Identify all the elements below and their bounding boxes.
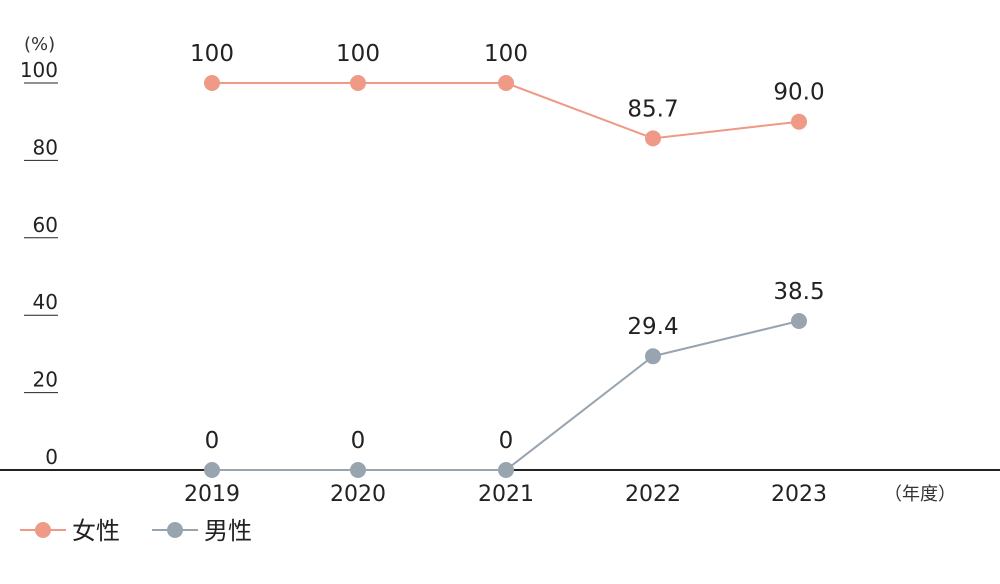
y-axis-unit: (%) [24, 34, 55, 55]
data-point [498, 75, 514, 91]
legend-item-1: 男性 [152, 517, 252, 545]
data-label: 100 [336, 41, 380, 67]
x-axis: 2019 2020 2021 2022 2023 （年度） [184, 482, 956, 507]
data-label: 100 [484, 41, 528, 67]
y-tick-label: 20 [33, 368, 58, 392]
data-label: 38.5 [773, 279, 824, 305]
legend-item-0: 女性 [20, 517, 120, 545]
data-label: 100 [190, 41, 234, 67]
data-label: 90.0 [773, 80, 824, 106]
data-point [791, 113, 807, 130]
legend-marker [167, 522, 183, 538]
y-tick-label: 0 [45, 445, 58, 469]
series-line-0 [212, 82, 800, 140]
y-axis: (%) 0 20 40 60 80 100 [20, 34, 58, 469]
y-tick-label: 100 [20, 58, 58, 82]
data-label: 0 [205, 428, 220, 454]
data-point [645, 130, 661, 147]
data-point [204, 75, 220, 91]
legend-label: 男性 [204, 517, 252, 545]
x-tick-label: 2020 [330, 482, 386, 507]
data-labels: 100 100 100 85.7 90.0 0 0 0 29.4 38.5 [190, 41, 825, 454]
data-label: 0 [499, 428, 514, 454]
x-tick-label: 2022 [625, 482, 681, 507]
x-tick-label: 2021 [478, 482, 534, 507]
data-point [350, 462, 366, 478]
y-tick-label: 60 [33, 213, 58, 237]
legend: 女性 男性 [20, 517, 252, 545]
y-tick-label: 40 [33, 290, 58, 314]
data-point [645, 348, 661, 365]
series-points [204, 75, 807, 478]
data-label: 0 [351, 428, 366, 454]
x-axis-unit: （年度） [884, 484, 956, 505]
x-tick-label: 2019 [184, 482, 240, 507]
data-point [498, 462, 514, 478]
x-tick-label: 2023 [771, 482, 827, 507]
data-point [350, 75, 366, 91]
series-lines [212, 82, 800, 471]
data-label: 85.7 [627, 96, 678, 122]
data-label: 29.4 [627, 314, 678, 340]
data-point [204, 462, 220, 478]
data-point [791, 313, 807, 330]
legend-label: 女性 [72, 517, 120, 545]
legend-marker [35, 522, 51, 538]
y-tick-label: 80 [33, 135, 58, 159]
